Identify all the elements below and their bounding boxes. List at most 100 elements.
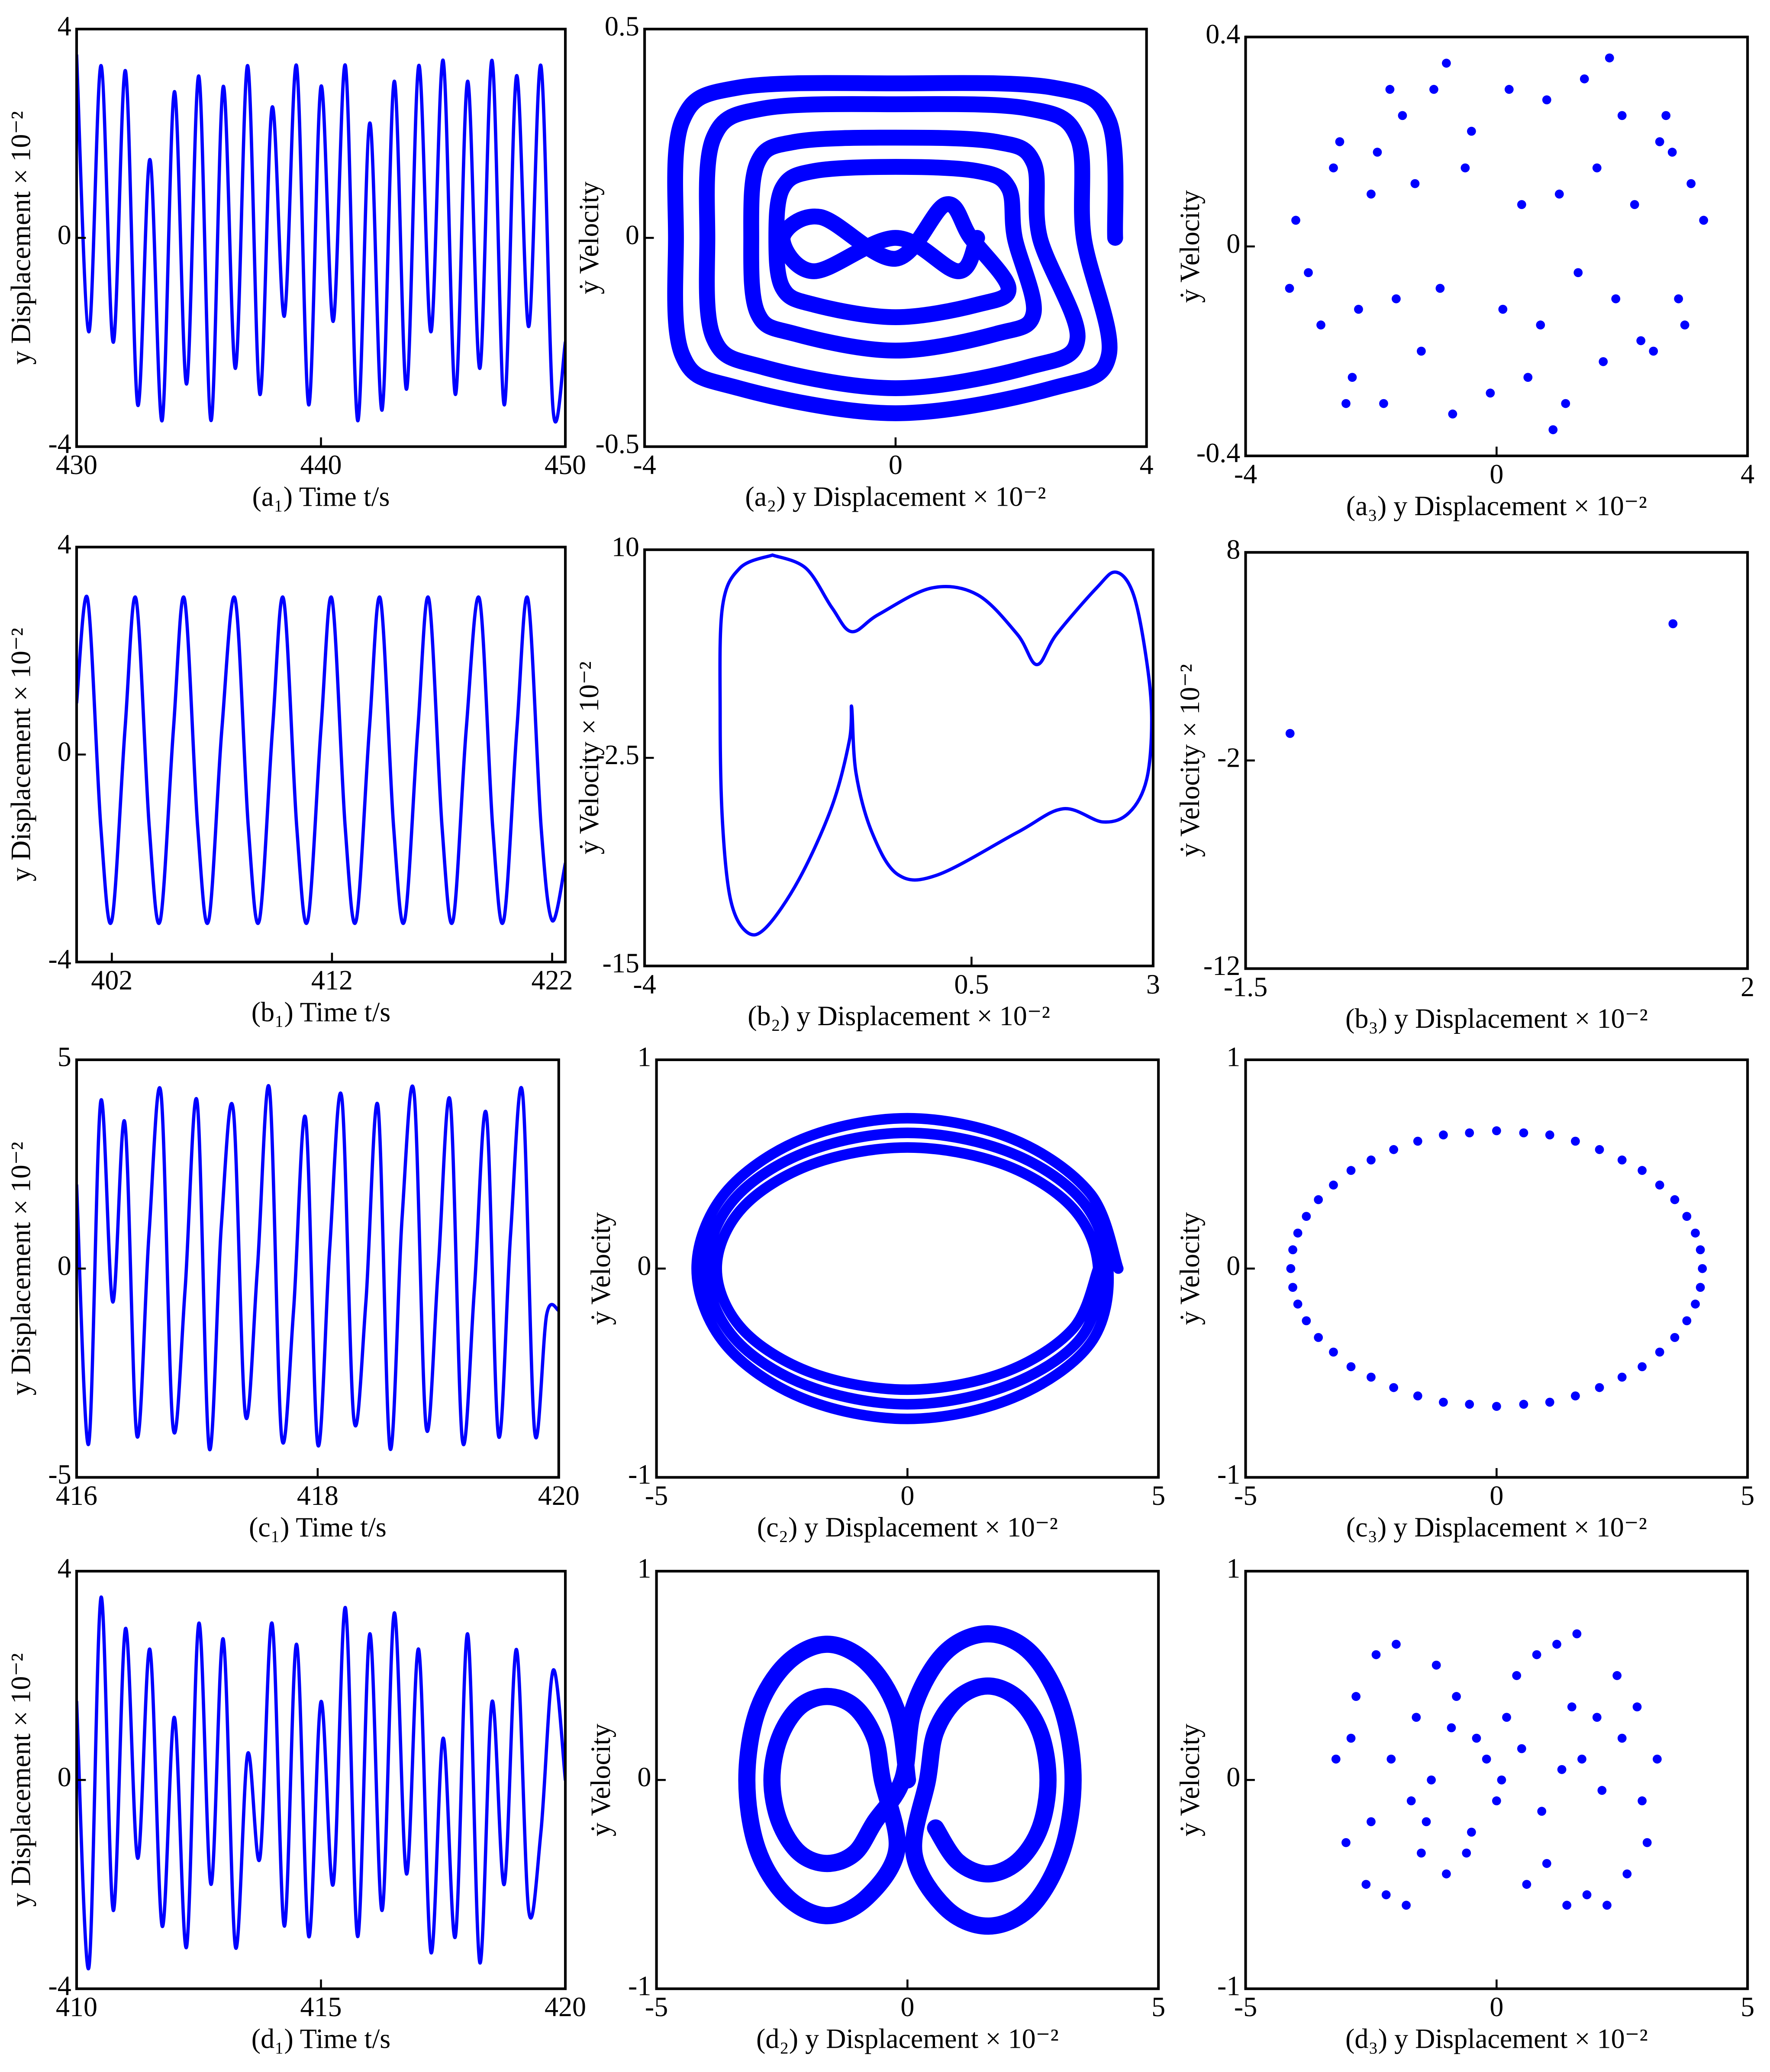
plot — [76, 1084, 559, 1452]
data-point — [1329, 163, 1338, 173]
data-point — [1661, 111, 1671, 120]
data-point — [1691, 1299, 1700, 1309]
y-tick-label: 1 — [1226, 1042, 1240, 1072]
data-point — [1329, 1347, 1338, 1357]
data-point — [1398, 111, 1407, 120]
x-tick-label: 5 — [1151, 1480, 1165, 1511]
data-point — [1348, 373, 1357, 382]
data-point — [1402, 1901, 1411, 1910]
data-point — [1314, 1195, 1323, 1204]
x-tick-label: -5 — [1234, 1991, 1257, 2022]
data-point — [1519, 1128, 1528, 1138]
data-point — [1429, 85, 1438, 94]
data-line — [691, 1113, 1124, 1424]
x-tick-label: 430 — [56, 449, 97, 480]
x-tick-label: 0 — [1490, 1991, 1503, 2022]
x-axis-label: (d₁) Time t/s — [251, 2023, 390, 2054]
plot-frame — [1244, 1570, 1749, 1990]
data-point — [1667, 148, 1677, 157]
data-point — [1682, 1316, 1692, 1326]
y-tick-label: 8 — [1226, 534, 1240, 565]
plot-frame — [75, 545, 567, 964]
data-point — [1482, 1754, 1491, 1764]
data-point — [1413, 1136, 1422, 1146]
y-tick-label: -4 — [48, 944, 71, 975]
data-point — [1670, 1195, 1680, 1204]
plot — [1286, 1126, 1707, 1411]
x-tick-label: 416 — [56, 1480, 97, 1511]
data-point — [1361, 1880, 1371, 1889]
data-point — [1314, 1333, 1323, 1342]
x-axis-label: (c₂) y Displacement × 10⁻² — [757, 1512, 1058, 1543]
plot-frame — [75, 1570, 567, 1990]
x-tick-label: 4 — [1140, 449, 1154, 480]
data-point — [1293, 1228, 1303, 1238]
x-tick-label: -5 — [645, 1480, 668, 1511]
data-point — [1467, 126, 1476, 136]
x-tick-label: 4 — [1741, 459, 1754, 490]
y-axis-label: ẏ Velocity — [585, 1723, 616, 1836]
data-point — [1341, 399, 1351, 408]
data-point — [1346, 1733, 1356, 1743]
data-line — [738, 1625, 1082, 1935]
data-point — [1567, 1702, 1577, 1712]
y-tick-label: 4 — [58, 11, 71, 42]
y-tick-label: 0 — [1226, 1250, 1240, 1281]
data-point — [1617, 1372, 1627, 1382]
x-tick-label: 2 — [1741, 971, 1754, 1002]
data-point — [1389, 1145, 1399, 1154]
data-point — [1442, 58, 1451, 68]
data-point — [1655, 1347, 1664, 1357]
y-tick-label: -0.4 — [1196, 438, 1240, 468]
data-point — [1331, 1754, 1341, 1764]
y-axis-label: ẏ Velocity — [1174, 1212, 1205, 1325]
y-axis-label: ẏ Velocity — [574, 181, 604, 294]
data-point — [1519, 1400, 1528, 1409]
data-point — [1371, 1650, 1381, 1659]
y-tick-label: 0 — [637, 1762, 651, 1792]
data-point — [1465, 1400, 1474, 1409]
plot — [667, 75, 1124, 421]
data-point — [1502, 1713, 1511, 1722]
data-point — [1573, 268, 1583, 278]
data-point — [1617, 111, 1627, 120]
data-point — [1413, 1391, 1422, 1401]
data-point — [1329, 1180, 1338, 1190]
data-point — [1617, 1733, 1627, 1743]
data-line — [76, 53, 566, 424]
x-tick-label: 5 — [1151, 1991, 1165, 2022]
data-point — [1602, 1901, 1612, 1910]
data-point — [1571, 1391, 1580, 1401]
data-line — [76, 1084, 559, 1452]
x-axis-label: (b₁) Time t/s — [251, 997, 390, 1027]
y-tick-label: 0 — [58, 736, 71, 767]
y-tick-label: 0 — [58, 219, 71, 250]
data-point — [1417, 346, 1426, 356]
data-line — [76, 1595, 566, 1971]
data-point — [1422, 1817, 1431, 1827]
data-point — [1592, 1713, 1602, 1722]
y-tick-label: -5 — [48, 1459, 71, 1490]
data-point — [1605, 53, 1614, 63]
x-tick-label: 415 — [300, 1991, 342, 2022]
data-point — [1522, 1880, 1531, 1889]
y-tick-label: -1 — [628, 1970, 651, 2001]
data-point — [1617, 1155, 1627, 1165]
data-line — [76, 594, 566, 925]
x-tick-label: 420 — [545, 1991, 586, 2022]
plot-frame — [1244, 1058, 1749, 1479]
data-point — [1674, 294, 1683, 303]
data-point — [1699, 216, 1709, 225]
x-tick-label: 0 — [900, 1480, 914, 1511]
y-tick-label: -15 — [603, 948, 639, 978]
x-tick-label: 0.5 — [954, 969, 989, 1000]
x-tick-label: -4 — [1234, 459, 1257, 490]
x-tick-label: 5 — [1741, 1991, 1754, 2022]
data-point — [1448, 409, 1457, 419]
data-point — [1351, 1692, 1361, 1701]
y-tick-label: -2.5 — [595, 739, 639, 770]
data-point — [1696, 1283, 1705, 1292]
data-point — [1492, 1402, 1501, 1411]
data-point — [1552, 1640, 1561, 1649]
y-axis-label: y Displacement × 10⁻² — [6, 1142, 36, 1395]
